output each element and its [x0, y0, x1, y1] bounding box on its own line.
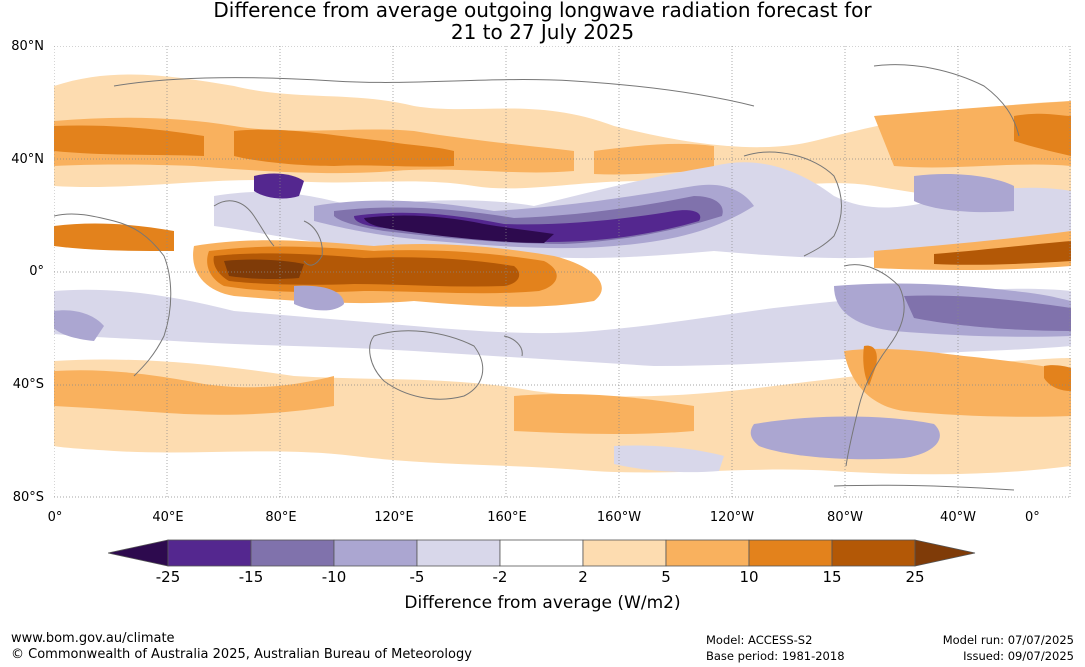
lat-label-equator: 0°	[29, 264, 44, 279]
graticule	[54, 46, 1071, 498]
footer-website: www.bom.gov.au/climate	[11, 631, 175, 646]
lat-label-80n: 80°N	[11, 39, 44, 54]
chart-title-line-1: Difference from average outgoing longwav…	[213, 0, 872, 22]
colorbar-swatch	[333, 539, 418, 567]
lat-label-40n: 40°N	[11, 152, 44, 167]
colorbar-tick: -25	[155, 568, 181, 586]
colorbar-tick: -5	[409, 568, 425, 586]
colorbar-tick: -10	[321, 568, 347, 586]
colorbar-tick: 2	[578, 568, 588, 586]
lon-label-80w: 80°W	[827, 510, 863, 525]
colorbar-extend-low	[108, 539, 169, 567]
colorbar-label: Difference from average (W/m2)	[404, 593, 681, 613]
footer-issued: Issued: 09/07/2025	[963, 649, 1074, 663]
chart-title-line-2: 21 to 27 July 2025	[450, 20, 635, 44]
footer-model: Model: ACCESS-S2	[706, 633, 813, 647]
coastlines	[54, 64, 1020, 491]
lon-label-0-east: 0°	[1025, 510, 1040, 525]
colorbar-swatch	[582, 539, 667, 567]
lon-label-40w: 40°W	[940, 510, 976, 525]
colorbar-tick: 5	[661, 568, 671, 586]
colorbar	[108, 539, 976, 567]
footer-model-run: Model run: 07/07/2025	[942, 633, 1074, 647]
lon-label-0: 0°	[47, 510, 63, 525]
colorbar-swatch	[167, 539, 252, 567]
colorbar-swatch	[831, 539, 916, 567]
lon-label-160e: 160°E	[487, 510, 527, 525]
lon-label-120e: 120°E	[374, 510, 414, 525]
footer-copyright: © Commonwealth of Australia 2025, Austra…	[11, 647, 472, 662]
lon-label-160w: 160°W	[596, 510, 642, 525]
colorbar-extend-high	[914, 539, 976, 567]
colorbar-swatch	[748, 539, 833, 567]
lon-label-40e: 40°E	[152, 510, 184, 525]
colorbar-swatch	[665, 539, 750, 567]
lat-label-80s: 80°S	[12, 490, 44, 505]
colorbar-tick: 15	[822, 568, 842, 586]
footer-base-period: Base period: 1981-2018	[706, 649, 845, 663]
lon-label-80e: 80°E	[265, 510, 297, 525]
lon-label-120w: 120°W	[709, 510, 755, 525]
colorbar-tick: 10	[739, 568, 759, 586]
colorbar-swatch	[416, 539, 501, 567]
colorbar-tick: -15	[238, 568, 264, 586]
colorbar-swatch	[499, 539, 584, 567]
colorbar-tick: 25	[905, 568, 925, 586]
colorbar-swatch	[250, 539, 335, 567]
olr-anomaly-map	[54, 46, 1071, 498]
lat-label-40s: 40°S	[12, 377, 44, 392]
colorbar-tick: -2	[492, 568, 508, 586]
